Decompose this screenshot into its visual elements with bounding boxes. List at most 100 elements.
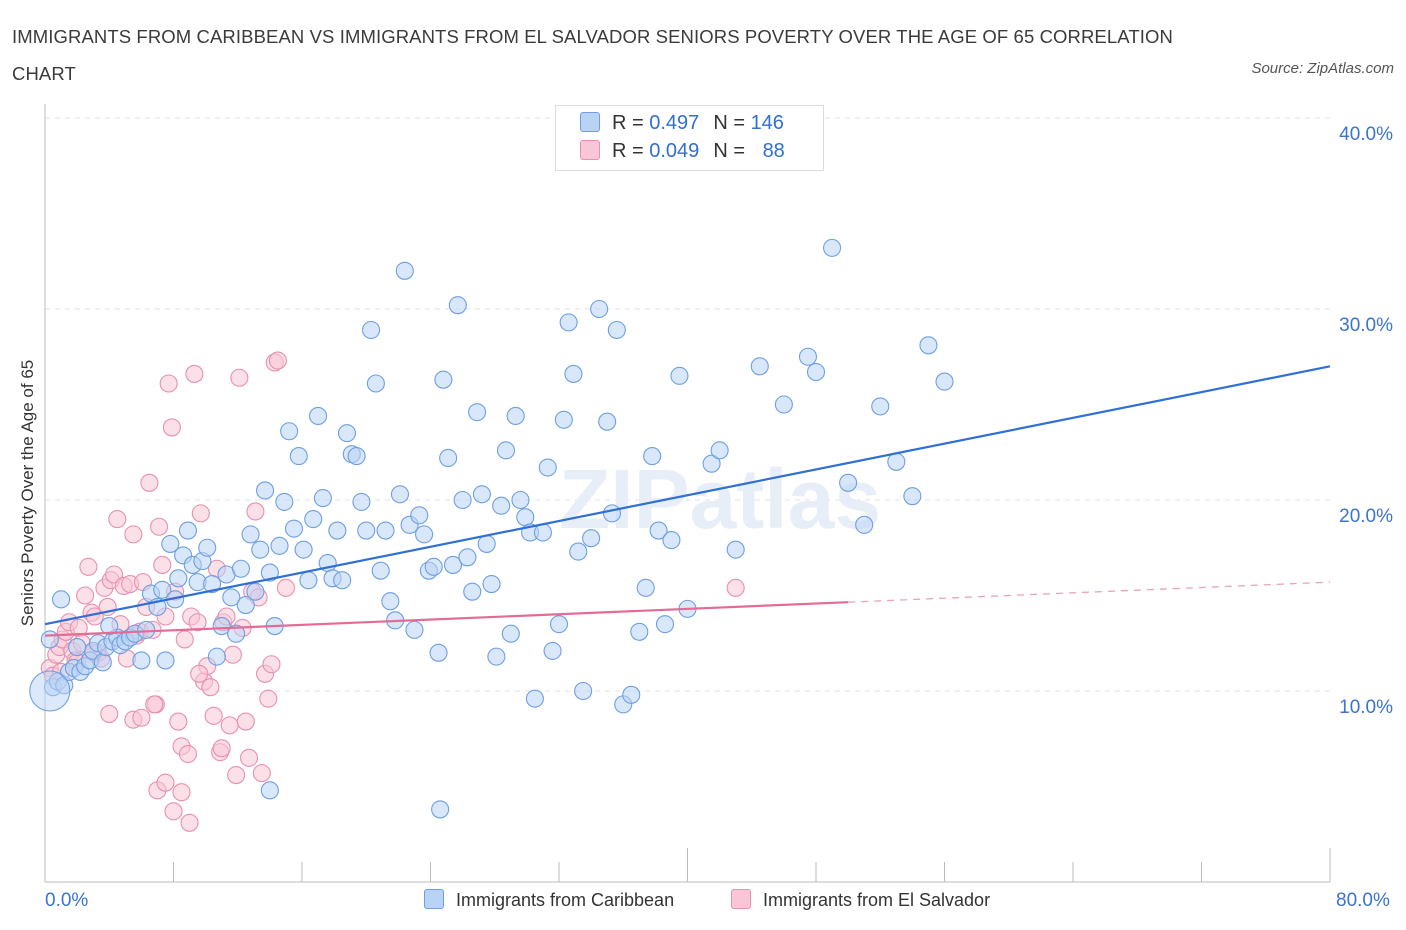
point-caribbean [236,595,255,615]
point-el-salvador [162,418,181,437]
point-caribbean [655,615,675,634]
point-caribbean [251,540,270,559]
point-caribbean [806,362,826,382]
point-el-salvador [124,525,143,544]
swatch-pink-icon [580,140,600,160]
point-caribbean [241,525,260,544]
point-caribbean [823,238,842,257]
point-caribbean [347,447,366,466]
point-caribbean [270,536,289,555]
point-caribbean [501,624,520,643]
point-caribbean [132,651,151,670]
point-caribbean [590,299,609,319]
legend-item-el-salvador[interactable]: Immigrants from El Salvador [731,889,990,911]
chart-title: IMMIGRANTS FROM CARIBBEAN VS IMMIGRANTS … [12,26,1173,84]
point-caribbean [429,643,448,662]
point-caribbean [798,347,818,366]
legend-label-el-salvador: Immigrants from El Salvador [763,890,991,910]
trend-line-caribbean [44,365,1331,626]
point-caribbean [357,521,376,540]
r-label: R = [612,112,644,134]
point-caribbean [366,374,385,393]
point-el-salvador [172,783,191,802]
point-el-salvador [230,368,249,387]
point-caribbean [299,571,318,590]
legend-row-el-salvador: R = 0.049 N = 88 [580,140,785,163]
point-el-salvador [79,557,98,576]
point-el-salvador [108,510,127,529]
point-el-salvador [100,704,119,723]
point-el-salvador [159,374,178,393]
point-caribbean [222,588,241,607]
point-caribbean [582,529,601,548]
swatch-blue-icon [424,889,444,909]
point-el-salvador [201,678,220,697]
point-caribbean [415,525,434,544]
point-caribbean [280,422,299,441]
point-caribbean [496,441,516,460]
point-caribbean [424,557,443,576]
point-caribbean [161,534,180,553]
point-caribbean [670,366,689,385]
n-label: N = [713,140,745,162]
point-caribbean [405,620,424,639]
legend-item-caribbean[interactable]: Immigrants from Caribbean [424,889,674,911]
point-caribbean [381,592,400,611]
point-el-salvador [276,578,295,597]
point-caribbean [376,521,395,540]
y-tick-40: 40.0% [1339,124,1393,145]
point-caribbean [710,441,729,460]
point-el-salvador [140,473,159,492]
point-caribbean [333,571,352,590]
point-caribbean [559,313,578,332]
point-caribbean-large [29,670,71,712]
point-caribbean [569,542,588,561]
point-caribbean [231,559,251,578]
point-caribbean [511,490,530,510]
point-caribbean [337,424,357,443]
point-caribbean [702,454,721,473]
point-caribbean [352,492,371,511]
point-el-salvador [169,712,188,731]
trend-line-el-salvador [44,601,849,637]
point-el-salvador [180,813,199,832]
point-caribbean [137,620,156,639]
point-el-salvador [178,744,198,764]
swatch-pink-icon [731,889,751,909]
point-caribbean [390,485,410,504]
point-caribbean [100,617,119,636]
point-caribbean [622,685,641,704]
point-el-salvador [190,664,209,683]
trend-line-el-salvador-projection [848,581,1331,603]
point-el-salvador [191,504,210,523]
series-caribbean-points [29,238,954,819]
point-caribbean [212,617,231,636]
point-caribbean [260,563,279,582]
point-caribbean [554,410,573,429]
point-caribbean [203,574,222,594]
point-caribbean [448,296,467,315]
point-el-salvador [185,364,204,383]
point-caribbean [198,538,217,557]
point-caribbean [169,569,188,588]
point-el-salvador [212,739,231,758]
swatch-blue-icon [580,112,600,132]
point-el-salvador [164,802,183,821]
point-caribbean [487,647,506,666]
point-caribbean [643,447,662,466]
point-caribbean [256,481,275,500]
x-tick-min: 0.0% [45,890,89,911]
point-el-salvador [76,586,95,605]
point-el-salvador [175,630,194,649]
point-caribbean [371,561,390,580]
point-el-salvador [132,708,151,727]
point-caribbean [395,261,414,280]
y-tick-10: 10.0% [1339,697,1393,718]
point-caribbean [506,406,525,426]
point-caribbean [492,496,511,515]
point-el-salvador [726,578,745,597]
point-el-salvador [239,748,259,767]
point-caribbean [636,578,655,597]
point-caribbean [871,397,890,416]
point-caribbean [260,781,279,800]
